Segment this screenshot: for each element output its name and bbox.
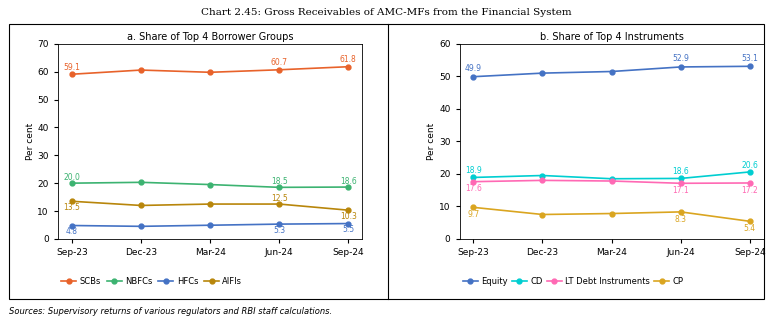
Text: Sources: Supervisory returns of various regulators and RBI staff calculations.: Sources: Supervisory returns of various … <box>9 307 332 316</box>
Line: HFCs: HFCs <box>70 221 351 229</box>
Text: 61.8: 61.8 <box>340 55 356 64</box>
Text: 60.7: 60.7 <box>271 58 288 67</box>
Legend: Equity, CD, LT Debt Instruments, CP: Equity, CD, LT Debt Instruments, CP <box>459 274 687 290</box>
AIFIs <box>206 202 215 206</box>
CD <box>538 174 547 177</box>
Text: Chart 2.45: Gross Receivables of AMC-MFs from the Financial System: Chart 2.45: Gross Receivables of AMC-MFs… <box>201 8 572 17</box>
CD <box>745 170 754 174</box>
Text: 4.8: 4.8 <box>66 227 78 236</box>
Text: 52.9: 52.9 <box>673 54 690 63</box>
Title: b. Share of Top 4 Instruments: b. Share of Top 4 Instruments <box>540 32 683 42</box>
Equity <box>468 75 478 79</box>
Text: 10.3: 10.3 <box>340 212 357 221</box>
CP <box>745 219 754 223</box>
LT Debt Instruments <box>538 178 547 182</box>
Line: AIFIs: AIFIs <box>70 199 351 213</box>
HFCs <box>344 222 353 226</box>
Line: NBFCs: NBFCs <box>70 180 351 190</box>
NBFCs <box>274 185 284 189</box>
CD <box>676 176 686 180</box>
Line: CD: CD <box>471 170 752 181</box>
HFCs <box>206 223 215 227</box>
Equity <box>607 70 616 73</box>
Text: 17.6: 17.6 <box>465 184 482 193</box>
SCBs <box>274 68 284 72</box>
Line: SCBs: SCBs <box>70 64 351 77</box>
Text: 49.9: 49.9 <box>465 64 482 73</box>
NBFCs <box>67 181 77 185</box>
CD <box>468 176 478 179</box>
Equity <box>745 64 754 68</box>
Text: 8.3: 8.3 <box>675 214 686 224</box>
HFCs <box>136 224 145 228</box>
SCBs <box>206 70 215 74</box>
CP <box>676 210 686 214</box>
Legend: SCBs, NBFCs, HFCs, AIFIs: SCBs, NBFCs, HFCs, AIFIs <box>58 274 246 290</box>
Text: 9.7: 9.7 <box>468 210 479 219</box>
AIFIs <box>67 199 77 203</box>
HFCs <box>67 224 77 228</box>
Title: a. Share of Top 4 Borrower Groups: a. Share of Top 4 Borrower Groups <box>127 32 293 42</box>
Text: 18.6: 18.6 <box>340 177 356 186</box>
Text: 18.6: 18.6 <box>673 167 690 176</box>
Y-axis label: Per cent: Per cent <box>427 123 436 160</box>
SCBs <box>67 72 77 76</box>
Y-axis label: Per cent: Per cent <box>26 123 35 160</box>
Text: 20.0: 20.0 <box>63 173 80 182</box>
Equity <box>676 65 686 69</box>
LT Debt Instruments <box>468 180 478 184</box>
NBFCs <box>206 183 215 187</box>
Text: 53.1: 53.1 <box>741 54 758 63</box>
HFCs <box>274 222 284 226</box>
Text: 17.2: 17.2 <box>741 186 758 195</box>
Text: 18.9: 18.9 <box>465 166 482 176</box>
NBFCs <box>344 185 353 189</box>
LT Debt Instruments <box>676 181 686 185</box>
Text: 13.5: 13.5 <box>63 203 80 212</box>
SCBs <box>136 68 145 72</box>
Line: Equity: Equity <box>471 64 752 79</box>
CD <box>607 177 616 181</box>
Text: 5.3: 5.3 <box>273 226 285 235</box>
CP <box>538 213 547 216</box>
LT Debt Instruments <box>607 179 616 183</box>
Line: CP: CP <box>471 205 752 224</box>
Text: 5.4: 5.4 <box>744 224 756 233</box>
AIFIs <box>344 208 353 212</box>
Line: LT Debt Instruments: LT Debt Instruments <box>471 178 752 186</box>
SCBs <box>344 65 353 69</box>
Text: 59.1: 59.1 <box>63 63 80 72</box>
CP <box>468 205 478 209</box>
AIFIs <box>136 203 145 207</box>
Text: 17.1: 17.1 <box>673 186 690 195</box>
Text: 5.5: 5.5 <box>342 225 354 234</box>
Text: 20.6: 20.6 <box>741 161 758 170</box>
Text: 18.5: 18.5 <box>271 177 288 186</box>
NBFCs <box>136 180 145 184</box>
AIFIs <box>274 202 284 206</box>
LT Debt Instruments <box>745 181 754 185</box>
Equity <box>538 71 547 75</box>
Text: 12.5: 12.5 <box>271 194 288 203</box>
CP <box>607 212 616 215</box>
